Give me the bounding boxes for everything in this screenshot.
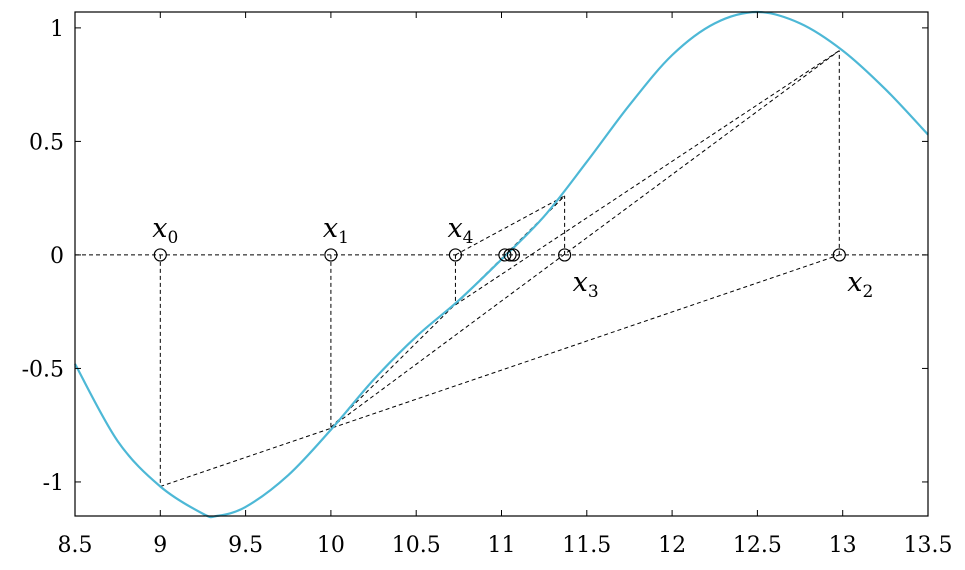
x-tick-label-1: 9 xyxy=(153,533,167,558)
iterate-label-2: x2 xyxy=(847,267,873,302)
x-axis-ticks: 8.5 9 9.5 10 10.5 11 11.5 12 12.5 13 13.5 xyxy=(58,12,953,558)
iterate-marker-7 xyxy=(506,248,521,262)
function-curve xyxy=(74,10,929,519)
plot-area-frame xyxy=(74,11,929,517)
iterate-label-4: x4 xyxy=(447,213,473,248)
x-tick-label-3: 10 xyxy=(317,533,345,558)
iterate-label-3: x3 xyxy=(573,267,599,302)
iterate-marker-6 xyxy=(503,248,517,262)
iterate-marker-3 xyxy=(558,248,572,262)
x-tick-label-4: 10.5 xyxy=(392,533,441,558)
x-tick-label-7: 12 xyxy=(658,533,686,558)
x-tick-label-10: 13.5 xyxy=(904,533,953,558)
x-tick-label-8: 12.5 xyxy=(733,533,782,558)
iterate-markers xyxy=(153,248,846,262)
iterate-labels: x0 x1 x2 x3 x4 xyxy=(152,213,873,302)
x-tick-label-9: 13 xyxy=(829,533,857,558)
y-tick-label-3: 0.5 xyxy=(29,130,64,155)
iterate-label-1: x1 xyxy=(323,213,349,248)
iterate-marker-2 xyxy=(832,248,846,262)
y-tick-label-0: -1 xyxy=(43,471,64,496)
x-tick-label-6: 11.5 xyxy=(562,533,611,558)
construction-lines xyxy=(159,50,840,487)
iterate-marker-0 xyxy=(153,248,167,262)
y-tick-label-1: -0.5 xyxy=(22,357,64,382)
secant-line-3 xyxy=(455,50,840,306)
x-tick-label-0: 8.5 xyxy=(58,533,93,558)
secant-line-0 xyxy=(160,254,840,487)
x-tick-label-5: 11 xyxy=(488,533,516,558)
iterate-marker-1 xyxy=(324,248,338,262)
iterate-marker-4 xyxy=(448,248,463,262)
iterate-marker-5 xyxy=(498,248,512,262)
y-tick-label-4: 1 xyxy=(50,17,64,42)
secant-line-1 xyxy=(330,50,840,428)
iterate-label-0: x0 xyxy=(152,213,178,248)
y-tick-label-2: 0 xyxy=(50,244,64,269)
x-tick-label-2: 9.5 xyxy=(228,533,263,558)
y-axis-ticks: -1 -0.5 0 0.5 1 xyxy=(22,17,928,496)
